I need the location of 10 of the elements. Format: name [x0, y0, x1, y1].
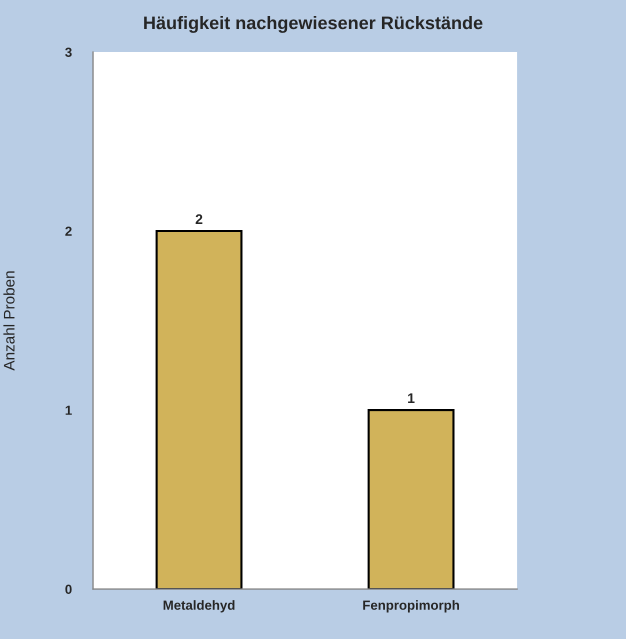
y-tick-label: 2	[65, 226, 72, 236]
y-tick-label: 3	[65, 48, 72, 57]
x-tick-label: Fenpropimorph	[363, 600, 459, 612]
y-axis-title: Anzahl Proben	[3, 271, 15, 371]
data-label: 1	[408, 393, 415, 403]
y-tick-label: 0	[65, 584, 72, 594]
y-tick-label: 1	[66, 406, 72, 415]
x-tick-label: Metaldehyd	[164, 600, 234, 612]
data-label: 2	[196, 214, 202, 224]
chart-title: Häufigkeit nachgewiesener Rückstände	[144, 16, 482, 33]
